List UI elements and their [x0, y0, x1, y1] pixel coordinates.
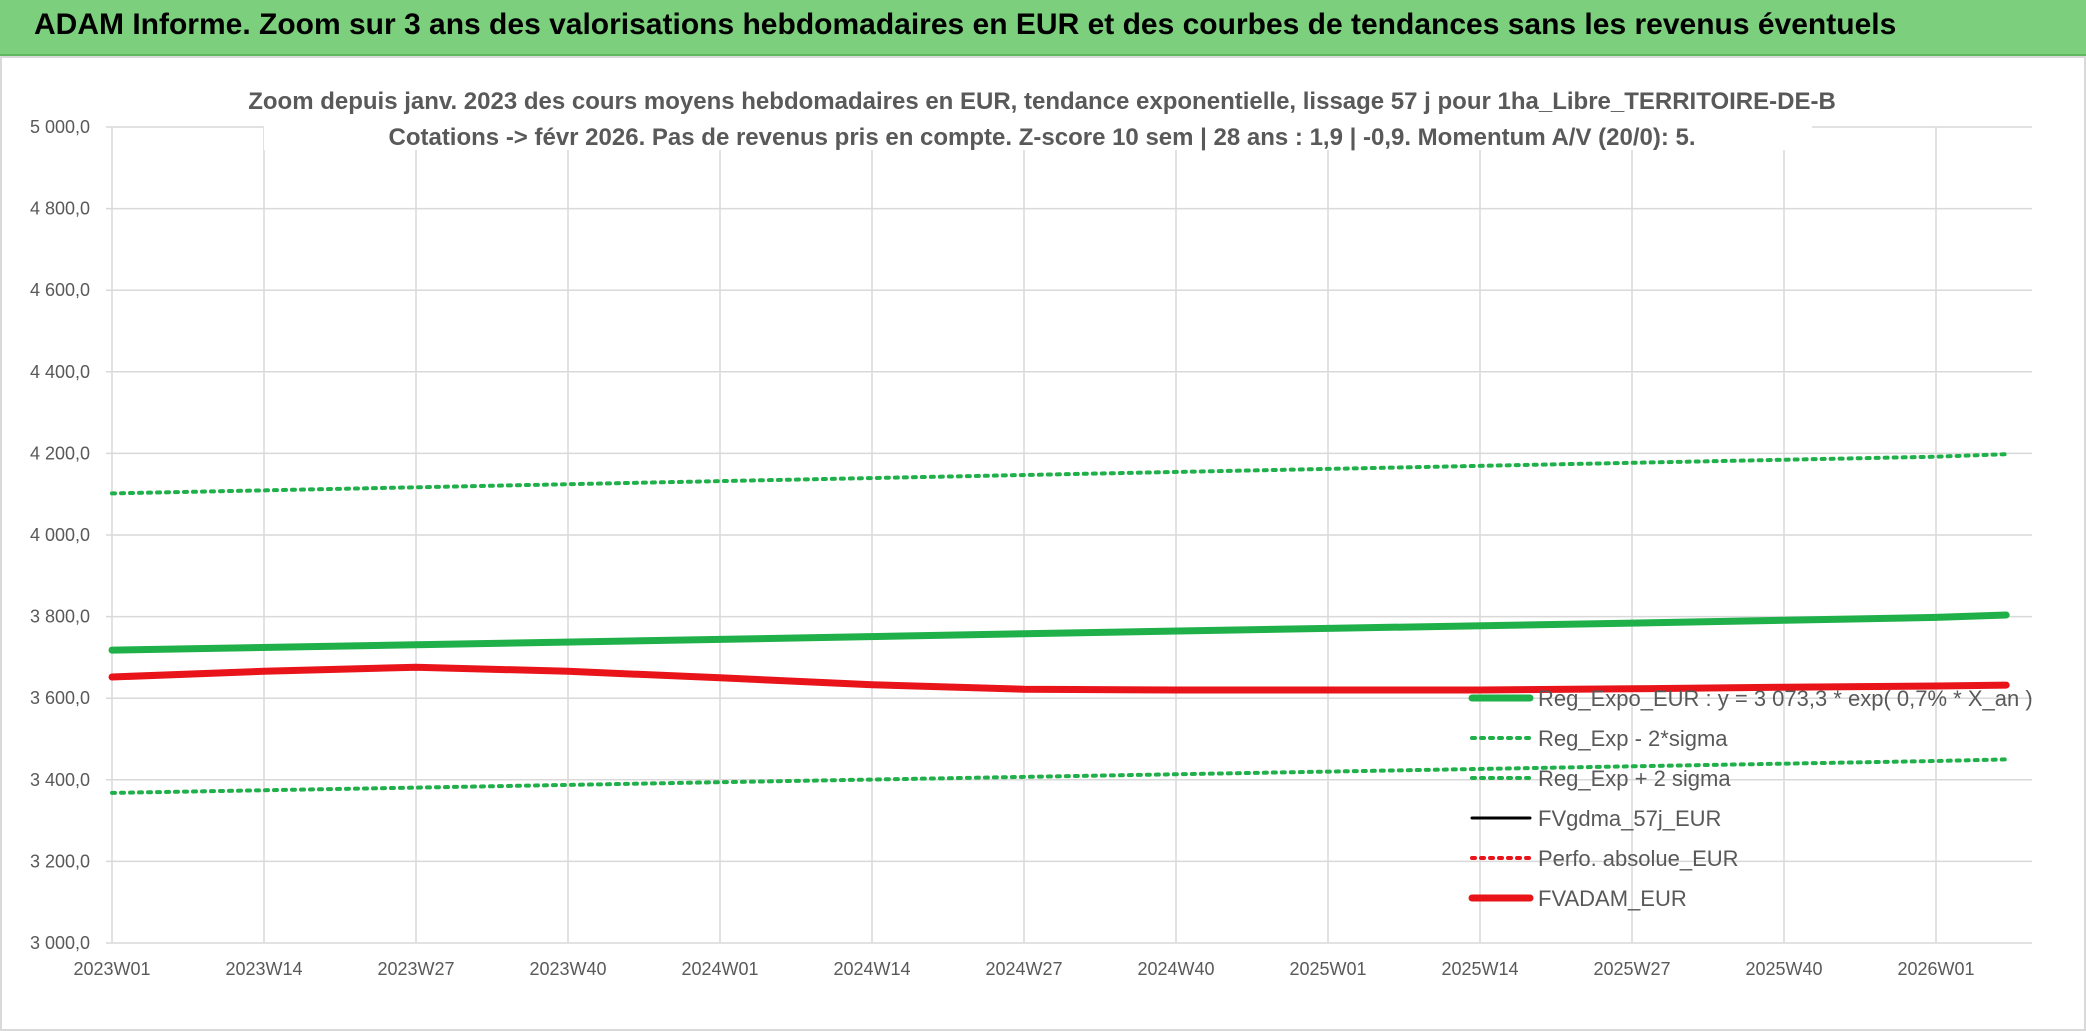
x-tick-label: 2023W01 [73, 959, 150, 979]
y-tick-label: 5 000,0 [30, 117, 90, 137]
chart-area: 3 000,0 3 200,0 3 400,0 3 600,0 3 800,0 4 000… [0, 56, 2086, 1031]
series-line-0 [108, 611, 2010, 654]
series-line-1 [110, 757, 2009, 795]
report-banner: ADAM Informe. Zoom sur 3 ans des valoris… [0, 0, 2086, 56]
y-tick-label: 3 400,0 [30, 770, 90, 790]
y-tick-label: 3 200,0 [30, 851, 90, 871]
chart-title-line-2: Cotations -> févr 2026. Pas de revenus p… [388, 124, 1695, 151]
legend-label: Perfo. absolue_EUR [1538, 846, 1739, 871]
legend-label: Reg_Exp + 2 sigma [1538, 766, 1731, 791]
y-tick-label: 4 400,0 [30, 362, 90, 382]
chart-title: Zoom depuis janv. 2023 des cours moyens … [248, 78, 1836, 151]
x-tick-label: 2024W01 [681, 959, 758, 979]
x-tick-label: 2024W27 [985, 959, 1062, 979]
x-tick-label: 2023W40 [529, 959, 606, 979]
y-tick-label: 3 000,0 [30, 933, 90, 953]
x-tick-label: 2025W40 [1745, 959, 1822, 979]
y-tick-label: 3 800,0 [30, 607, 90, 627]
x-axis-ticks: 2023W01 2023W14 2023W27 2023W40 2024W01 2024W… [73, 959, 1974, 979]
y-axis-ticks: 3 000,0 3 200,0 3 400,0 3 600,0 3 800,0 4 000… [30, 117, 90, 953]
report-title: ADAM Informe. Zoom sur 3 ans des valoris… [34, 8, 1897, 41]
x-tick-label: 2024W14 [833, 959, 910, 979]
series-line-2 [110, 452, 2009, 496]
y-tick-label: 4 800,0 [30, 199, 90, 219]
y-tick-label: 4 000,0 [30, 525, 90, 545]
y-tick-label: 4 600,0 [30, 280, 90, 300]
y-tick-label: 3 600,0 [30, 688, 90, 708]
x-tick-label: 2026W01 [1897, 959, 1974, 979]
x-tick-label: 2024W40 [1137, 959, 1214, 979]
chart-legend: Reg_Expo_EUR : y = 3 073,3 * exp( 0,7% *… [1468, 686, 2033, 911]
x-tick-label: 2025W01 [1289, 959, 1366, 979]
chart-title-line-1: Zoom depuis janv. 2023 des cours moyens … [248, 88, 1836, 115]
x-tick-label: 2025W14 [1441, 959, 1518, 979]
y-tick-label: 4 200,0 [30, 443, 90, 463]
grid-lines [106, 126, 2032, 944]
line-chart: 3 000,0 3 200,0 3 400,0 3 600,0 3 800,0 4 000… [30, 78, 2033, 979]
legend-label: Reg_Expo_EUR : y = 3 073,3 * exp( 0,7% *… [1538, 686, 2033, 711]
legend-label: FVADAM_EUR [1538, 886, 1687, 911]
x-tick-label: 2023W27 [377, 959, 454, 979]
series-lines [108, 452, 2010, 795]
legend-label: Reg_Exp - 2*sigma [1538, 726, 1728, 751]
series-line-5 [108, 663, 2010, 694]
x-tick-label: 2025W27 [1593, 959, 1670, 979]
legend-label: FVgdma_57j_EUR [1538, 806, 1721, 831]
chart-title-background [264, 78, 1812, 150]
x-tick-label: 2023W14 [225, 959, 302, 979]
